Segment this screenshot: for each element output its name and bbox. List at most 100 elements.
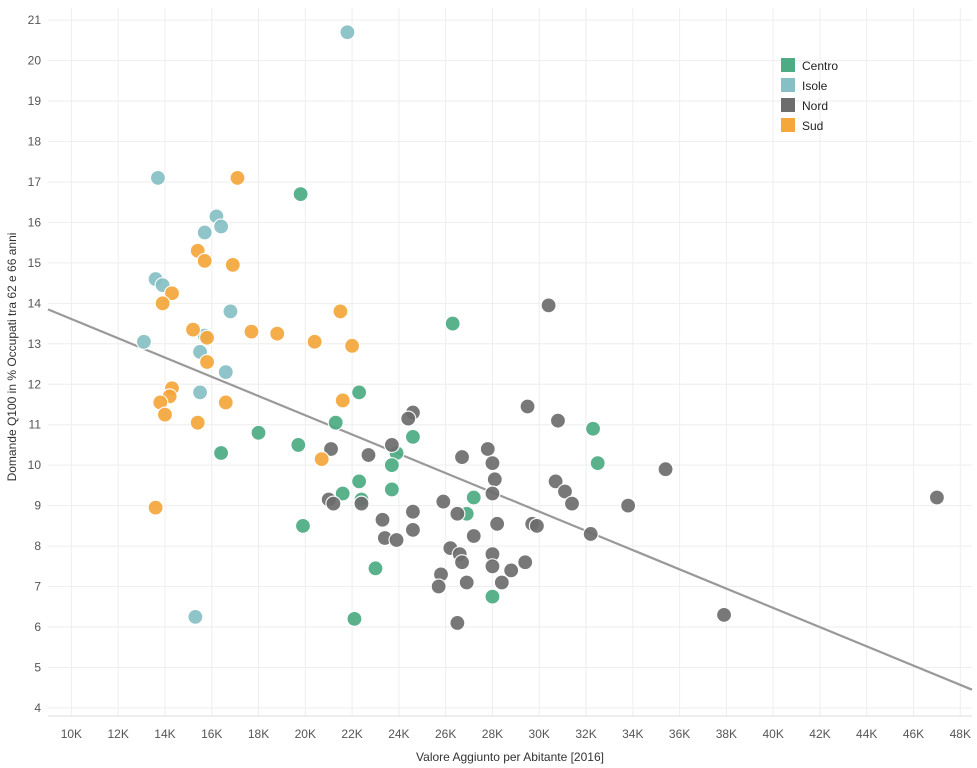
point-isole[interactable] bbox=[339, 24, 356, 41]
point-sud[interactable] bbox=[229, 169, 246, 187]
point-isole[interactable] bbox=[217, 364, 234, 381]
point-nord[interactable] bbox=[582, 525, 599, 543]
point-nord[interactable] bbox=[563, 495, 581, 512]
point-centro[interactable] bbox=[334, 485, 351, 502]
point-nord[interactable] bbox=[449, 614, 466, 632]
point-centro[interactable] bbox=[465, 489, 482, 506]
y-tick-label: 4 bbox=[34, 701, 41, 715]
point-nord[interactable] bbox=[519, 398, 536, 415]
point-nord[interactable] bbox=[486, 471, 503, 488]
point-nord[interactable] bbox=[493, 574, 510, 591]
y-tick-label: 10 bbox=[28, 458, 42, 472]
point-sud[interactable] bbox=[198, 329, 216, 346]
point-sud[interactable] bbox=[313, 450, 330, 468]
point-nord[interactable] bbox=[465, 527, 482, 545]
point-sud[interactable] bbox=[269, 325, 286, 342]
point-centro[interactable] bbox=[213, 444, 230, 462]
point-isole[interactable] bbox=[196, 224, 213, 241]
point-nord[interactable] bbox=[383, 436, 400, 454]
point-sud[interactable] bbox=[198, 353, 216, 371]
point-nord[interactable] bbox=[374, 511, 391, 528]
point-centro[interactable] bbox=[444, 315, 461, 332]
x-axis-title: Valore Aggiunto per Abitante [2016] bbox=[416, 750, 604, 764]
point-nord[interactable] bbox=[503, 562, 520, 579]
point-centro[interactable] bbox=[327, 414, 344, 431]
point-nord[interactable] bbox=[517, 554, 534, 571]
point-centro[interactable] bbox=[294, 517, 312, 534]
point-centro[interactable] bbox=[383, 481, 400, 498]
legend-label-centro: Centro bbox=[802, 59, 838, 73]
point-isole[interactable] bbox=[222, 303, 239, 320]
point-nord[interactable] bbox=[322, 440, 340, 458]
x-tick-label: 28K bbox=[482, 727, 503, 741]
point-sud[interactable] bbox=[196, 252, 213, 269]
point-centro[interactable] bbox=[589, 455, 606, 472]
point-nord[interactable] bbox=[430, 578, 447, 595]
point-centro[interactable] bbox=[351, 473, 368, 490]
x-tick-label: 32K bbox=[575, 727, 596, 741]
point-nord[interactable] bbox=[353, 495, 370, 512]
point-sud[interactable] bbox=[334, 392, 351, 409]
point-nord[interactable] bbox=[453, 554, 471, 571]
point-nord[interactable] bbox=[388, 531, 405, 549]
point-nord[interactable] bbox=[489, 515, 506, 532]
point-nord[interactable] bbox=[484, 455, 501, 472]
point-nord[interactable] bbox=[453, 448, 471, 466]
point-sud[interactable] bbox=[344, 337, 361, 354]
point-nord[interactable] bbox=[715, 606, 733, 623]
point-nord[interactable] bbox=[404, 521, 422, 538]
point-isole[interactable] bbox=[149, 169, 167, 187]
x-tick-label: 30K bbox=[529, 727, 550, 741]
point-centro[interactable] bbox=[292, 186, 309, 203]
point-sud[interactable] bbox=[243, 323, 260, 340]
point-nord[interactable] bbox=[928, 489, 946, 506]
point-isole[interactable] bbox=[135, 333, 153, 350]
y-tick-label: 16 bbox=[28, 215, 42, 229]
point-centro[interactable] bbox=[346, 610, 363, 628]
point-nord[interactable] bbox=[528, 517, 546, 534]
point-nord[interactable] bbox=[620, 497, 637, 514]
point-centro[interactable] bbox=[484, 588, 501, 605]
trend-line bbox=[47, 308, 973, 691]
point-sud[interactable] bbox=[224, 256, 241, 274]
point-nord[interactable] bbox=[458, 574, 475, 591]
point-nord[interactable] bbox=[657, 461, 674, 478]
point-nord[interactable] bbox=[435, 493, 452, 510]
point-nord[interactable] bbox=[540, 297, 557, 314]
point-centro[interactable] bbox=[351, 384, 368, 401]
point-sud[interactable] bbox=[189, 414, 206, 431]
point-nord[interactable] bbox=[484, 485, 501, 502]
point-sud[interactable] bbox=[147, 499, 164, 516]
point-sud[interactable] bbox=[154, 295, 171, 312]
x-tick-label: 38K bbox=[716, 727, 737, 741]
point-nord[interactable] bbox=[549, 412, 567, 429]
point-nord[interactable] bbox=[325, 495, 342, 512]
point-nord[interactable] bbox=[400, 410, 417, 427]
point-sud[interactable] bbox=[332, 303, 349, 320]
point-sud[interactable] bbox=[306, 333, 323, 350]
point-nord[interactable] bbox=[556, 483, 574, 500]
point-isole[interactable] bbox=[191, 384, 209, 401]
point-centro[interactable] bbox=[584, 420, 602, 437]
point-isole[interactable] bbox=[213, 218, 230, 235]
point-centro[interactable] bbox=[250, 424, 267, 441]
point-sud[interactable] bbox=[156, 406, 174, 423]
point-nord[interactable] bbox=[479, 440, 496, 458]
point-nord[interactable] bbox=[449, 505, 466, 522]
y-axis-title: Domande Q100 in % Occupati tra 62 e 66 a… bbox=[5, 233, 19, 482]
point-isole[interactable] bbox=[187, 608, 204, 625]
point-sud[interactable] bbox=[184, 321, 202, 338]
point-sud[interactable] bbox=[163, 285, 181, 302]
point-centro[interactable] bbox=[383, 457, 400, 474]
point-centro[interactable] bbox=[290, 436, 307, 454]
point-nord[interactable] bbox=[360, 446, 377, 464]
point-centro[interactable] bbox=[404, 428, 422, 445]
y-tick-label: 12 bbox=[28, 377, 42, 391]
point-nord[interactable] bbox=[404, 503, 422, 520]
x-tick-label: 44K bbox=[856, 727, 877, 741]
point-centro[interactable] bbox=[367, 560, 384, 577]
point-nord[interactable] bbox=[484, 558, 501, 575]
point-sud[interactable] bbox=[217, 394, 234, 411]
point-nord[interactable] bbox=[547, 473, 564, 490]
